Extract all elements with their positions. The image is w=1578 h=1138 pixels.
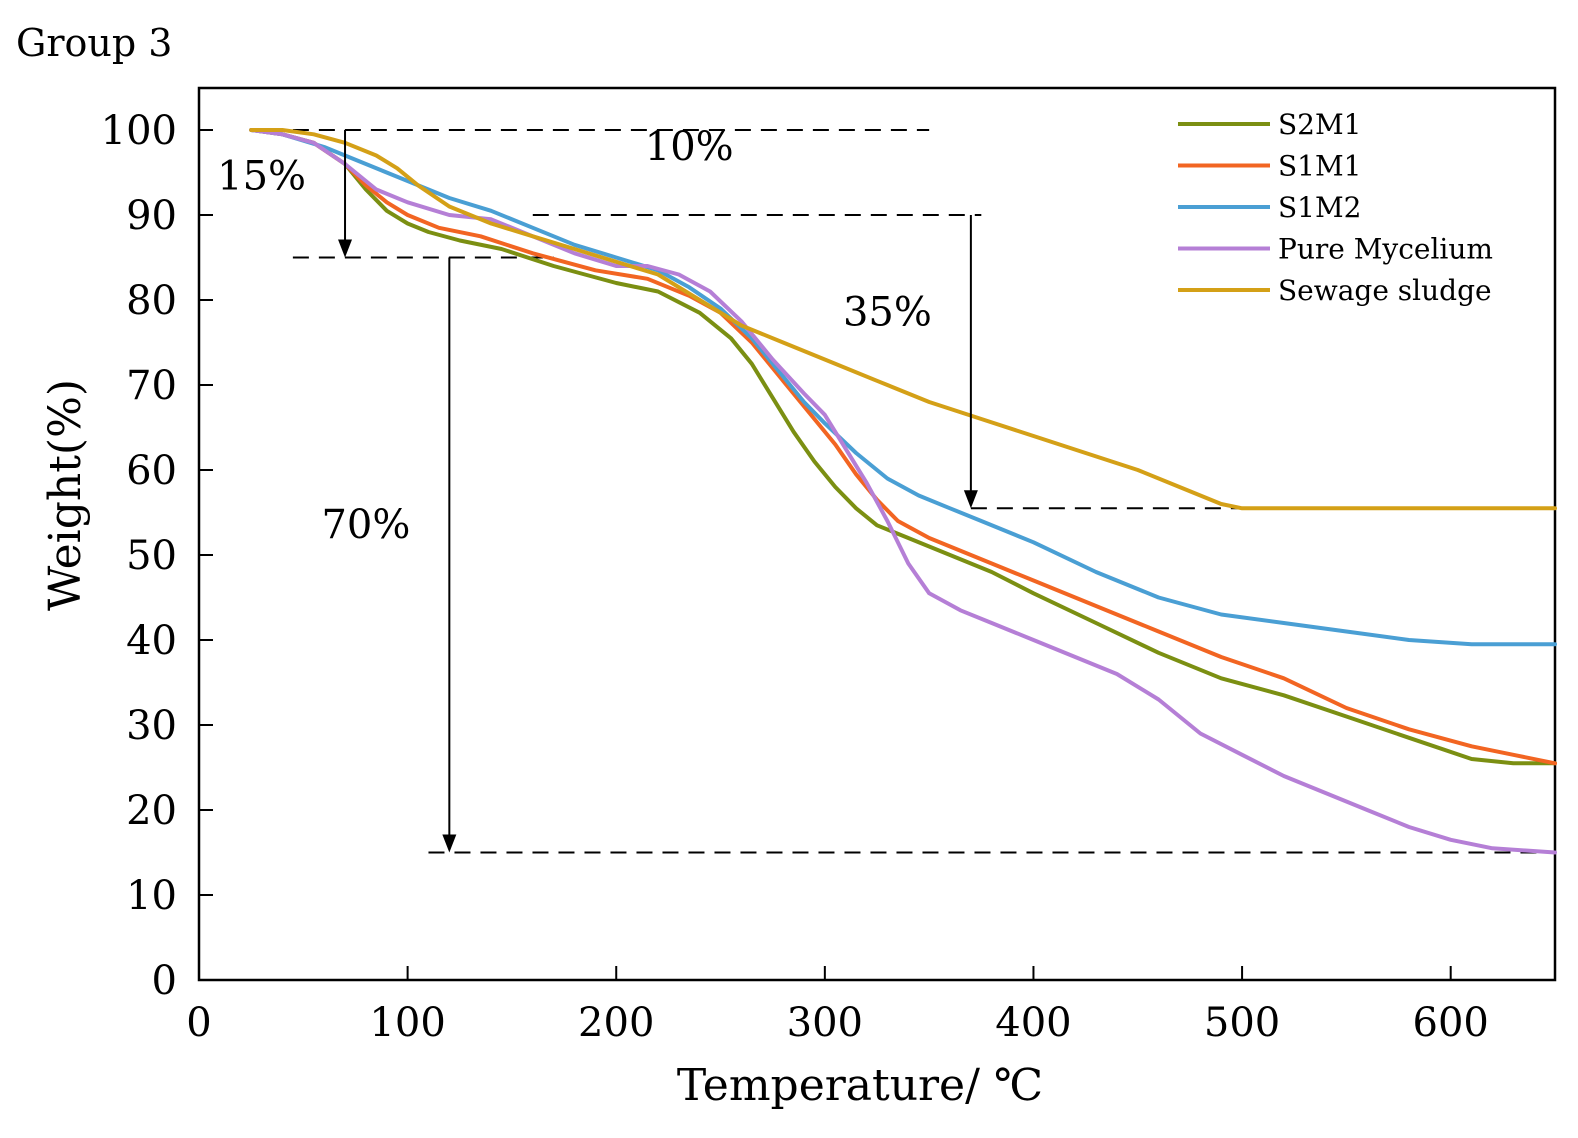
legend-label: Pure Mycelium (1278, 233, 1493, 266)
x-axis-title: Temperature/ ℃ (677, 1060, 1043, 1111)
y-tick-label: 90 (126, 193, 177, 239)
series-line-s2m1 (249, 128, 1557, 766)
y-tick-label: 0 (152, 958, 177, 1004)
x-tick-label: 200 (578, 1000, 654, 1046)
arrow-head-icon (963, 490, 978, 509)
annotation-label: 15% (217, 154, 306, 200)
y-tick-label: 10 (126, 873, 177, 919)
y-tick-label: 70 (126, 363, 177, 409)
legend-label: S2M1 (1278, 108, 1361, 141)
y-axis: 0 10 20 30 40 50 60 70 80 90 100 (101, 108, 213, 1004)
annotations: 15% 10% 35% 70% (217, 124, 978, 853)
y-tick-label: 60 (126, 448, 177, 494)
annotation-label: 10% (645, 124, 734, 170)
legend: S2M1 S1M1 S1M2 Pure Mycelium Sewage sludge (1178, 108, 1493, 307)
x-axis: 0 100 200 300 400 500 600 (186, 966, 1489, 1046)
x-tick-label: 300 (787, 1000, 863, 1046)
arrow-head-icon (442, 834, 457, 853)
y-tick-label: 80 (126, 278, 177, 324)
series-layer (249, 128, 1557, 855)
y-axis-title: Weight(%) (40, 379, 91, 611)
y-tick-label: 40 (126, 618, 177, 664)
x-tick-label: 500 (1204, 1000, 1280, 1046)
x-tick-label: 400 (995, 1000, 1071, 1046)
x-tick-label: 0 (186, 1000, 211, 1046)
arrow-head-icon (338, 239, 353, 258)
x-tick-label: 600 (1413, 1000, 1489, 1046)
y-tick-label: 20 (126, 788, 177, 834)
series-line-s1m2 (249, 128, 1557, 647)
annotation-label: 70% (321, 502, 410, 548)
chart-title: Group 3 (16, 21, 172, 65)
legend-label: S1M2 (1278, 191, 1361, 224)
legend-label: Sewage sludge (1278, 274, 1492, 307)
y-tick-label: 50 (126, 533, 177, 579)
legend-label: S1M1 (1278, 150, 1361, 183)
series-line-sewage-sludge (249, 128, 1557, 511)
series-line-s1m1 (249, 128, 1557, 766)
annotation-label: 35% (843, 290, 932, 336)
y-tick-label: 30 (126, 703, 177, 749)
plot-frame (197, 86, 1557, 982)
y-tick-label: 100 (101, 108, 177, 154)
x-tick-label: 100 (369, 1000, 445, 1046)
series-line-pure-mycelium (249, 128, 1557, 855)
